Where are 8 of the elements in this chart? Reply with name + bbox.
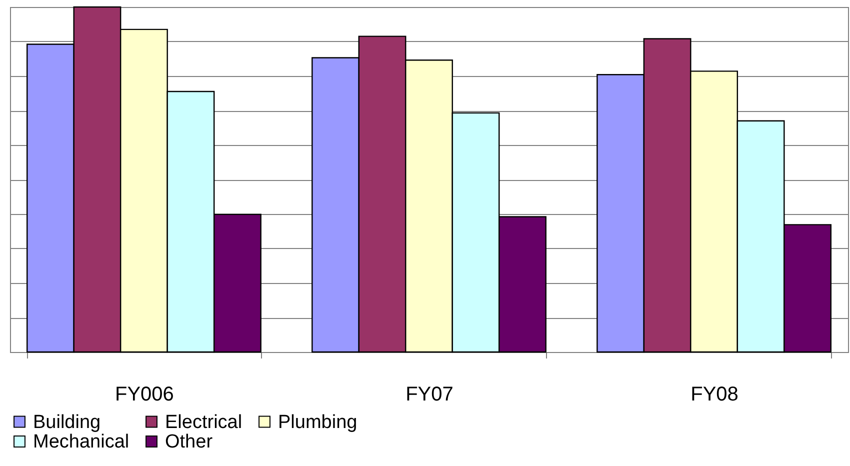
legend-label: Electrical	[165, 412, 242, 433]
legend-label: Mechanical	[33, 432, 130, 452]
legend-label: Plumbing	[278, 412, 358, 433]
legend-label: Building	[33, 412, 101, 433]
x-tick-label: FY07	[406, 384, 454, 406]
x-tick-label: FY006	[114, 384, 174, 406]
x-tick-label: FY08	[690, 384, 738, 406]
legend-label: Other	[165, 432, 214, 452]
